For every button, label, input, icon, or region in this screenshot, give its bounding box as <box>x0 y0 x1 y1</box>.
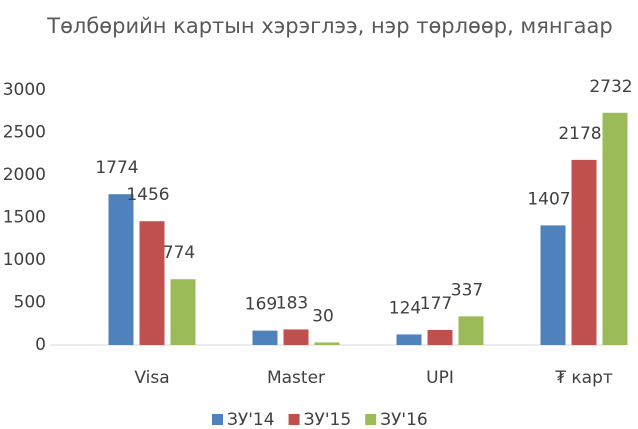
bar <box>314 342 340 345</box>
bar <box>571 159 597 345</box>
value-label: 169 <box>245 295 277 315</box>
bar <box>283 329 309 345</box>
x-tick-label: Master <box>267 368 325 388</box>
bar <box>108 194 134 345</box>
legend-label: ЗУ'15 <box>304 410 352 429</box>
value-label: 177 <box>420 294 452 314</box>
bar <box>458 316 484 345</box>
value-label: 1774 <box>95 158 138 178</box>
value-label: 124 <box>389 298 421 318</box>
y-tick-label: 2500 <box>3 123 46 143</box>
y-tick-label: 3000 <box>3 80 46 100</box>
legend-swatch <box>212 414 223 425</box>
chart-title: Төлбөрийн картын хэрэглээ, нэр төрлөөр, … <box>47 14 613 38</box>
y-tick-label: 500 <box>14 293 46 313</box>
value-label: 337 <box>451 280 483 300</box>
legend-label: ЗУ'14 <box>227 410 275 429</box>
x-tick-label: UPI <box>426 368 454 388</box>
bar <box>427 329 453 345</box>
bar <box>396 334 422 345</box>
value-label: 1456 <box>126 185 169 205</box>
value-label: 2178 <box>558 124 601 144</box>
bar <box>540 225 566 345</box>
y-tick-label: 0 <box>35 335 46 355</box>
bar <box>602 112 628 345</box>
value-label: 774 <box>163 243 195 263</box>
legend-label: ЗУ'16 <box>380 410 428 429</box>
y-tick-label: 1500 <box>3 208 46 228</box>
bar <box>170 279 196 345</box>
value-label: 30 <box>312 306 334 326</box>
value-label: 183 <box>276 293 308 313</box>
value-label: 1407 <box>527 189 570 209</box>
y-tick-label: 1000 <box>3 250 46 270</box>
value-label: 2732 <box>589 77 632 97</box>
bar <box>139 221 165 345</box>
y-tick-label: 2000 <box>3 165 46 185</box>
legend-swatch <box>288 414 300 425</box>
x-tick-label: Visa <box>134 368 169 388</box>
legend-swatch <box>365 414 377 425</box>
x-tick-label: ₮ карт <box>555 368 613 388</box>
bar <box>252 330 278 345</box>
